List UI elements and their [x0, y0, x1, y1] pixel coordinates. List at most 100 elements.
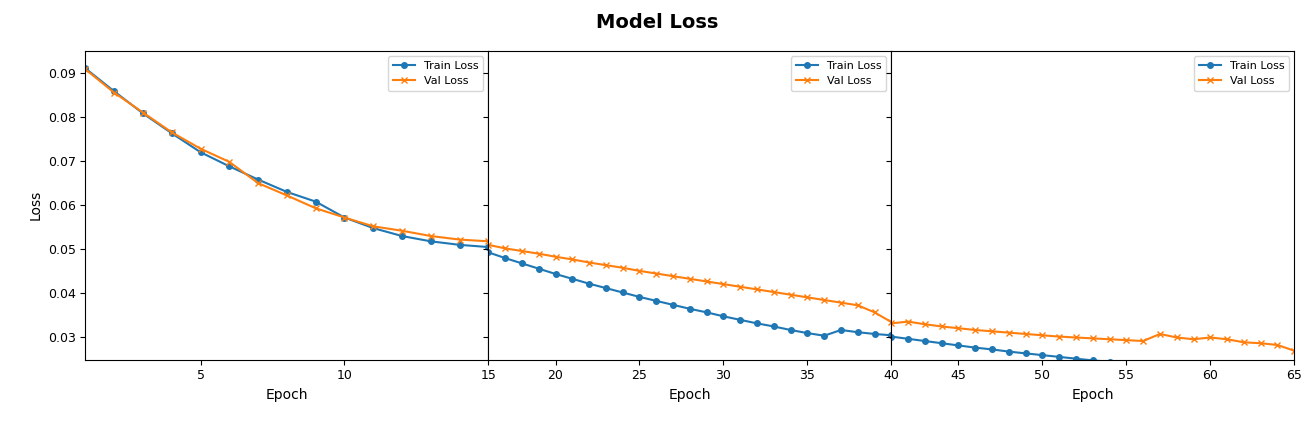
Train Loss	[665, 302, 681, 308]
Line: Val Loss: Val Loss	[485, 242, 895, 326]
Val Loss	[850, 303, 866, 308]
Line: Val Loss: Val Loss	[81, 66, 491, 245]
X-axis label: Epoch: Epoch	[669, 388, 711, 402]
Train Loss	[548, 272, 564, 277]
Train Loss	[135, 111, 151, 116]
Train Loss	[615, 290, 631, 295]
Train Loss	[598, 286, 614, 291]
Val Loss	[1001, 330, 1017, 335]
Train Loss	[799, 330, 815, 335]
Val Loss	[1034, 333, 1050, 338]
Train Loss	[565, 276, 581, 281]
Val Loss	[336, 215, 352, 220]
Val Loss	[1252, 341, 1268, 346]
X-axis label: Epoch: Epoch	[1071, 388, 1114, 402]
Val Loss	[867, 310, 883, 315]
Train Loss	[164, 131, 180, 136]
Val Loss	[1219, 337, 1235, 342]
Train Loss	[1001, 349, 1017, 354]
Val Loss	[984, 329, 1000, 334]
Train Loss	[1286, 371, 1302, 376]
Train Loss	[222, 164, 238, 169]
Train Loss	[250, 177, 265, 182]
Train Loss	[816, 333, 832, 338]
Train Loss	[394, 233, 410, 239]
Train Loss	[699, 310, 715, 315]
Train Loss	[1085, 358, 1101, 363]
Train Loss	[1152, 364, 1168, 369]
Val Loss	[581, 260, 597, 265]
Val Loss	[1152, 332, 1168, 337]
Train Loss	[917, 338, 933, 343]
Train Loss	[1219, 368, 1235, 374]
Y-axis label: Loss: Loss	[28, 190, 42, 220]
Val Loss	[648, 271, 664, 276]
Train Loss	[883, 334, 899, 339]
Val Loss	[365, 224, 381, 229]
Val Loss	[766, 289, 782, 294]
Train Loss	[732, 317, 748, 322]
Val Loss	[833, 300, 849, 305]
Train Loss	[749, 321, 765, 326]
Train Loss	[481, 250, 497, 255]
Train Loss	[1202, 368, 1218, 373]
Val Loss	[106, 90, 122, 95]
Train Loss	[867, 332, 883, 337]
Legend: Train Loss, Val Loss: Train Loss, Val Loss	[1194, 56, 1289, 91]
Legend: Train Loss, Val Loss: Train Loss, Val Loss	[388, 56, 482, 91]
Val Loss	[497, 246, 512, 251]
Val Loss	[452, 237, 468, 242]
Val Loss	[565, 257, 581, 262]
Train Loss	[1135, 363, 1151, 368]
Train Loss	[193, 150, 209, 155]
Val Loss	[78, 67, 93, 72]
Val Loss	[615, 265, 631, 270]
Val Loss	[732, 284, 748, 289]
Train Loss	[1269, 370, 1285, 375]
Val Loss	[531, 251, 547, 256]
Train Loss	[581, 281, 597, 286]
Train Loss	[336, 215, 352, 220]
Train Loss	[423, 239, 439, 244]
Val Loss	[1101, 337, 1117, 342]
Line: Train Loss: Train Loss	[83, 66, 491, 250]
Val Loss	[665, 274, 681, 279]
Val Loss	[967, 327, 983, 332]
Train Loss	[365, 225, 381, 231]
Val Loss	[1051, 334, 1067, 339]
Val Loss	[1118, 338, 1134, 343]
Val Loss	[307, 206, 323, 211]
Val Loss	[900, 319, 916, 324]
Train Loss	[766, 324, 782, 329]
Train Loss	[452, 242, 468, 247]
Train Loss	[934, 341, 950, 346]
Train Loss	[783, 327, 799, 332]
Val Loss	[699, 279, 715, 284]
Train Loss	[967, 345, 983, 350]
Val Loss	[749, 287, 765, 292]
Line: Train Loss: Train Loss	[888, 334, 1297, 376]
Train Loss	[1236, 369, 1252, 374]
Val Loss	[883, 319, 899, 324]
Train Loss	[833, 327, 849, 332]
Train Loss	[279, 190, 294, 195]
Val Loss	[716, 282, 732, 287]
Val Loss	[783, 292, 799, 297]
Val Loss	[1286, 348, 1302, 353]
Val Loss	[135, 110, 151, 115]
Train Loss	[984, 347, 1000, 352]
Train Loss	[1051, 354, 1067, 360]
Train Loss	[850, 330, 866, 335]
Val Loss	[222, 159, 238, 165]
Train Loss	[78, 66, 93, 71]
Train Loss	[1118, 361, 1134, 366]
Val Loss	[1135, 338, 1151, 343]
Val Loss	[1236, 340, 1252, 345]
Val Loss	[883, 321, 899, 326]
Val Loss	[1018, 332, 1034, 337]
Val Loss	[950, 326, 966, 331]
Val Loss	[394, 228, 410, 233]
Train Loss	[1185, 366, 1201, 371]
Val Loss	[1085, 336, 1101, 341]
Train Loss	[648, 298, 664, 303]
